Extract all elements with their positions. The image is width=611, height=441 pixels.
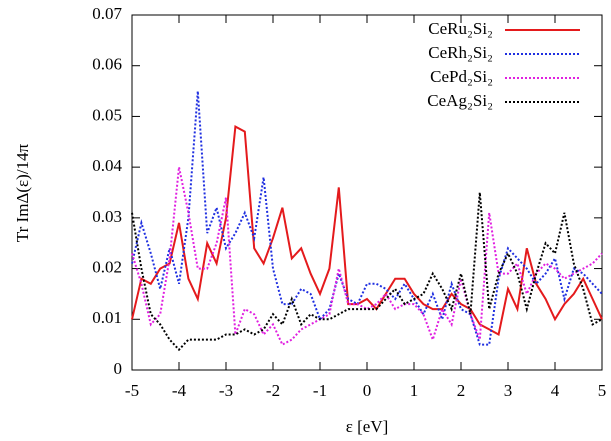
x-tick-label: 1 xyxy=(410,381,419,400)
x-tick-label: 0 xyxy=(363,381,372,400)
x-tick-label: -4 xyxy=(172,381,187,400)
legend-label: CeRh₂Si₂ xyxy=(428,43,493,62)
series-line xyxy=(131,166,603,346)
x-axis-label: ε [eV] xyxy=(346,417,389,436)
x-tick-label: 5 xyxy=(598,381,607,400)
x-tick-label: 2 xyxy=(457,381,466,400)
legend-label: CePd₂Si₂ xyxy=(430,67,493,86)
series-line xyxy=(131,91,603,346)
series-line xyxy=(131,125,603,337)
x-tick-label: 3 xyxy=(504,381,513,400)
y-tick-label: 0.02 xyxy=(92,257,122,276)
x-tick-label: -2 xyxy=(266,381,280,400)
series-line xyxy=(131,192,603,352)
y-tick-label: 0.05 xyxy=(92,105,122,124)
y-tick-label: 0.03 xyxy=(92,207,122,226)
x-tick-label: -3 xyxy=(219,381,233,400)
legend-label: CeAg₂Si₂ xyxy=(427,91,493,110)
x-tick-label: -1 xyxy=(313,381,327,400)
plot-frame xyxy=(131,14,603,371)
y-tick-label: 0.01 xyxy=(92,308,122,327)
x-tick-label: 4 xyxy=(551,381,560,400)
x-tick-label: -5 xyxy=(125,381,139,400)
y-tick-label: 0.04 xyxy=(92,156,122,175)
legend-label: CeRu₂Si₂ xyxy=(428,19,493,38)
y-tick-label: 0.06 xyxy=(92,55,122,74)
y-tick-label: 0 xyxy=(114,359,123,378)
y-tick-label: 0.07 xyxy=(92,4,122,23)
y-axis-label: Tr ImΔ(ε)/14π xyxy=(13,143,32,242)
